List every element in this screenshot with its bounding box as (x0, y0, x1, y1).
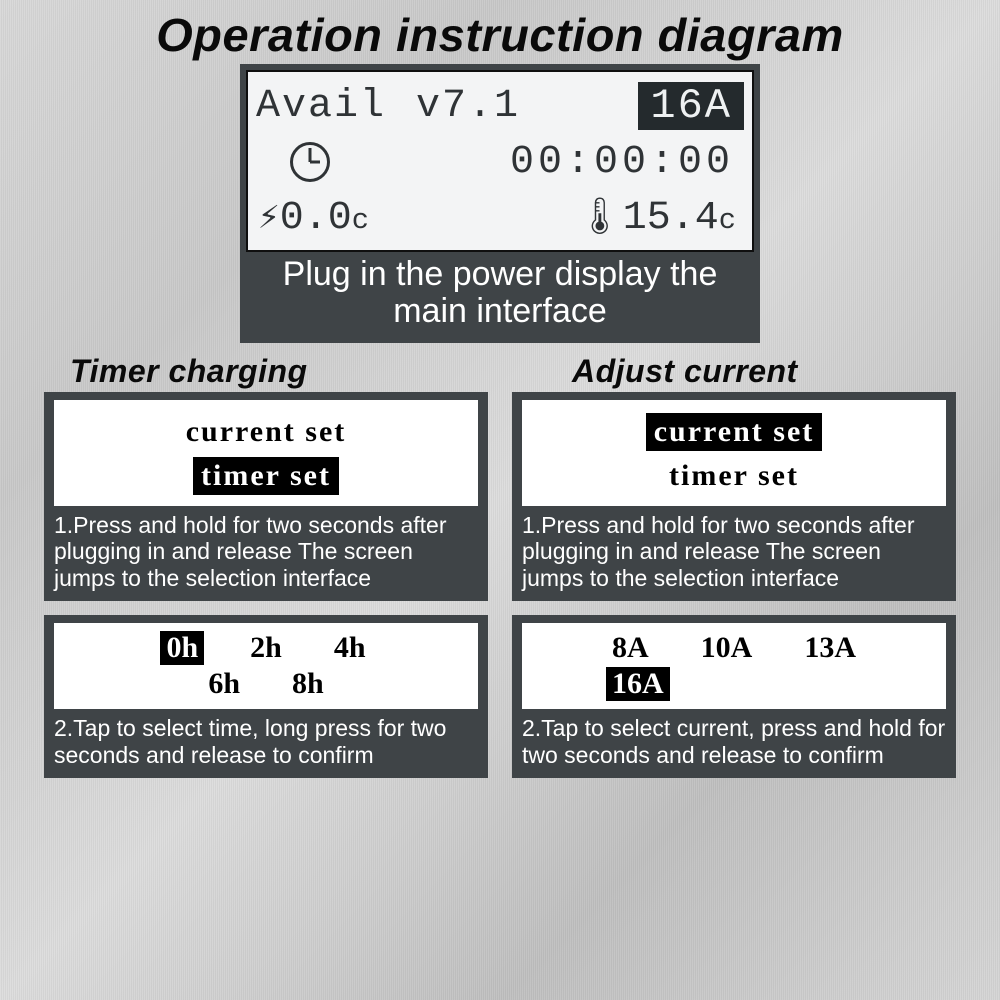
thermometer-icon: 🌡 (577, 198, 623, 239)
adjust-options: 8A 10A 13A 16A (522, 623, 946, 709)
page: Operation instruction diagram Avail v7.1… (0, 0, 1000, 1000)
temp-value: 15.4 (623, 196, 719, 241)
timer-step1: 1.Press and hold for two seconds after p… (54, 512, 478, 591)
plug-unit: c (352, 204, 369, 237)
plug-value: 0.0 (280, 196, 352, 241)
timer-menu-line1[interactable]: current set (178, 413, 355, 451)
timer-card-2: 0h 2h 4h 6h 8h 2.Tap to select time, lon… (44, 615, 488, 778)
lcd-status-text: Avail (256, 84, 386, 129)
temp-unit: c (719, 204, 736, 237)
adjust-card-1: current set timer set 1.Press and hold f… (512, 392, 956, 601)
clock-icon (290, 142, 330, 182)
adjust-heading: Adjust current (512, 353, 956, 392)
timer-menu-line2[interactable]: timer set (193, 457, 339, 495)
lcd-version-text: v7.1 (416, 84, 520, 129)
main-display-panel: Avail v7.1 16A 00:00:00 ⚡0.0c 🌡15.4c Plu… (240, 64, 760, 343)
timer-option-8h[interactable]: 8h (286, 667, 330, 701)
adjust-menu: current set timer set (522, 400, 946, 506)
lcd-row-status: Avail v7.1 16A (256, 78, 744, 134)
adjust-option-13a[interactable]: 13A (798, 631, 862, 665)
timer-options-row2: 6h 8h (68, 667, 464, 701)
lcd-time-value: 00:00:00 (510, 140, 734, 185)
adjust-options-row2: 16A (536, 667, 932, 701)
main-lcd: Avail v7.1 16A 00:00:00 ⚡0.0c 🌡15.4c (246, 70, 754, 252)
timer-step2: 2.Tap to select time, long press for two… (54, 715, 478, 768)
timer-heading: Timer charging (44, 353, 488, 392)
main-caption: Plug in the power display the main inter… (246, 252, 754, 337)
timer-option-4h[interactable]: 4h (328, 631, 372, 665)
timer-card-1: current set timer set 1.Press and hold f… (44, 392, 488, 601)
adjust-step1: 1.Press and hold for two seconds after p… (522, 512, 946, 591)
adjust-option-8a[interactable]: 8A (606, 631, 655, 665)
columns: Timer charging current set timer set 1.P… (40, 353, 960, 792)
adjust-step2: 2.Tap to select current, press and hold … (522, 715, 946, 768)
timer-option-2h[interactable]: 2h (244, 631, 288, 665)
page-title: Operation instruction diagram (31, 8, 969, 62)
adjust-option-10a[interactable]: 10A (695, 631, 759, 665)
timer-menu: current set timer set (54, 400, 478, 506)
adjust-option-16a[interactable]: 16A (606, 667, 670, 701)
plug-icon: ⚡ (258, 198, 280, 239)
lcd-current-badge: 16A (638, 82, 744, 130)
timer-options-row1: 0h 2h 4h (68, 631, 464, 665)
temp-reading: 🌡15.4c (577, 195, 736, 241)
lcd-row-readings: ⚡0.0c 🌡15.4c (256, 190, 744, 246)
timer-option-0h[interactable]: 0h (160, 631, 204, 665)
adjust-menu-line2[interactable]: timer set (661, 457, 807, 495)
adjust-menu-line1[interactable]: current set (646, 413, 823, 451)
timer-column: Timer charging current set timer set 1.P… (44, 353, 488, 792)
adjust-options-row1: 8A 10A 13A (536, 631, 932, 665)
plug-reading: ⚡0.0c (258, 196, 369, 241)
timer-options: 0h 2h 4h 6h 8h (54, 623, 478, 709)
timer-option-6h[interactable]: 6h (202, 667, 246, 701)
adjust-column: Adjust current current set timer set 1.P… (512, 353, 956, 792)
adjust-card-2: 8A 10A 13A 16A 2.Tap to select current, … (512, 615, 956, 778)
lcd-row-time: 00:00:00 (256, 134, 744, 190)
